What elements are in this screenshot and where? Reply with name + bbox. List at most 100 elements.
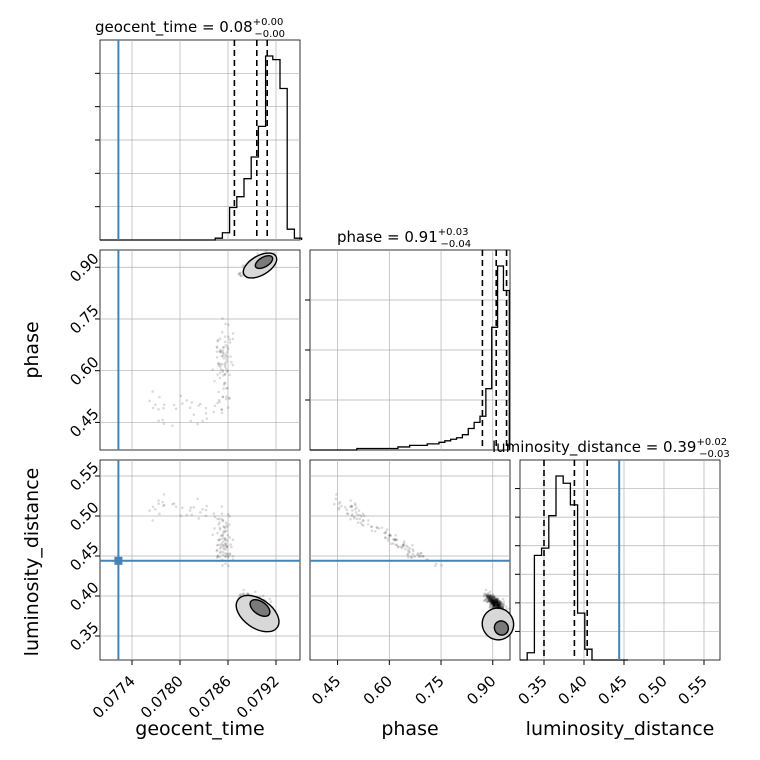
scatter-point — [498, 603, 502, 607]
scatter-point — [216, 555, 220, 558]
scatter-point — [498, 601, 502, 605]
scatter-point — [494, 597, 498, 600]
scatter-point — [218, 547, 222, 550]
scatter-point — [497, 602, 501, 605]
scatter-point — [225, 545, 228, 548]
histograms — [100, 40, 628, 661]
scatter-point — [231, 332, 235, 335]
scatter-point — [215, 345, 219, 348]
scatter-point — [494, 602, 497, 606]
scatter-point — [219, 365, 222, 369]
scatter-point — [496, 602, 500, 605]
scatter-point — [496, 602, 499, 606]
scatter-point — [494, 597, 498, 601]
hist-luminosity-distance — [520, 475, 628, 661]
scatter-point — [221, 534, 225, 537]
x-tick-label-phase: 0.90 — [463, 672, 499, 708]
scatter-point — [224, 353, 228, 356]
scatter-point — [384, 536, 387, 540]
scatter-point — [343, 506, 347, 509]
scatter-point — [157, 499, 160, 502]
scatter-point — [493, 598, 496, 601]
scatter-point — [222, 356, 226, 360]
scatter-point — [489, 597, 492, 600]
scatter-point — [493, 596, 496, 599]
scatter-point — [493, 599, 497, 603]
scatter-point — [222, 345, 226, 349]
scatter-point — [396, 545, 400, 549]
scatter-point — [406, 545, 410, 549]
scatter-point — [230, 545, 233, 549]
scatter-point — [220, 411, 224, 415]
scatter-point — [491, 601, 494, 605]
scatter-point — [222, 352, 225, 355]
scatter-point — [492, 603, 495, 607]
scatter-point — [185, 513, 189, 517]
y-tick-label-luminosity-distance: 0.45 — [66, 538, 102, 574]
y-tick-label-phase: 0.60 — [66, 353, 102, 389]
scatter-point — [494, 599, 498, 602]
scatter-point — [494, 600, 497, 603]
title-phase: phase = 0.91+0.03 −0.04 — [337, 227, 471, 250]
scatter-point — [493, 601, 497, 604]
scatter-point — [223, 365, 227, 369]
scatter-point — [490, 594, 493, 598]
scatter-point — [358, 513, 361, 517]
scatter-point — [493, 599, 496, 603]
scatter-point — [416, 552, 420, 555]
scatter-point — [493, 595, 497, 598]
scatter-point — [221, 395, 225, 399]
scatter-point — [494, 601, 498, 604]
scatter-point — [228, 397, 231, 400]
contour-inner — [254, 255, 274, 270]
scatter-point — [411, 543, 414, 547]
scatter-point — [488, 597, 492, 601]
scatter-point — [491, 602, 495, 606]
scatter-point — [219, 550, 222, 553]
scatter-point — [419, 552, 422, 555]
scatter-point — [485, 594, 489, 598]
scatter-point — [496, 605, 500, 609]
scatter-point — [490, 596, 494, 599]
scatter-point — [228, 373, 231, 377]
scatter-point — [218, 350, 222, 353]
scatter-point — [495, 600, 498, 604]
scatter-point — [349, 517, 352, 521]
scatter-point — [440, 564, 443, 567]
scatter-point — [490, 598, 493, 602]
scatter-point — [492, 601, 496, 604]
scatter-point — [222, 529, 226, 533]
scatter-point — [493, 601, 496, 604]
scatter-point — [500, 605, 504, 609]
scatter-point — [491, 596, 494, 600]
scatter-point — [201, 508, 204, 511]
scatter-point — [496, 602, 500, 605]
scatter-point — [350, 514, 354, 518]
scatter-point — [500, 601, 503, 605]
x-tick-label-luminosity-distance: 0.55 — [674, 672, 710, 708]
scatter-point — [221, 354, 225, 357]
title-geocent-time: geocent_time = 0.08+0.00 −0.00 — [95, 17, 285, 40]
scatter-point — [492, 598, 496, 601]
scatter-point — [494, 604, 498, 608]
scatter-point — [205, 504, 209, 508]
scatter-point — [498, 604, 501, 608]
scatter-point — [493, 604, 496, 608]
scatter-point — [492, 602, 496, 606]
scatter-point — [181, 402, 184, 405]
scatter-point — [489, 593, 492, 597]
scatter-point — [413, 555, 417, 558]
scatter-point — [377, 527, 381, 530]
scatter-point — [493, 602, 496, 606]
scatter-point — [493, 604, 496, 608]
scatter-point — [226, 347, 230, 351]
scatter-point — [490, 600, 494, 603]
scatter-point — [496, 604, 500, 608]
scatter-point — [218, 400, 221, 404]
scatter-point — [215, 548, 219, 552]
scatter-point — [496, 604, 500, 607]
scatter-point — [242, 593, 246, 596]
scatter-point — [395, 538, 399, 542]
scatter-point — [499, 602, 503, 605]
